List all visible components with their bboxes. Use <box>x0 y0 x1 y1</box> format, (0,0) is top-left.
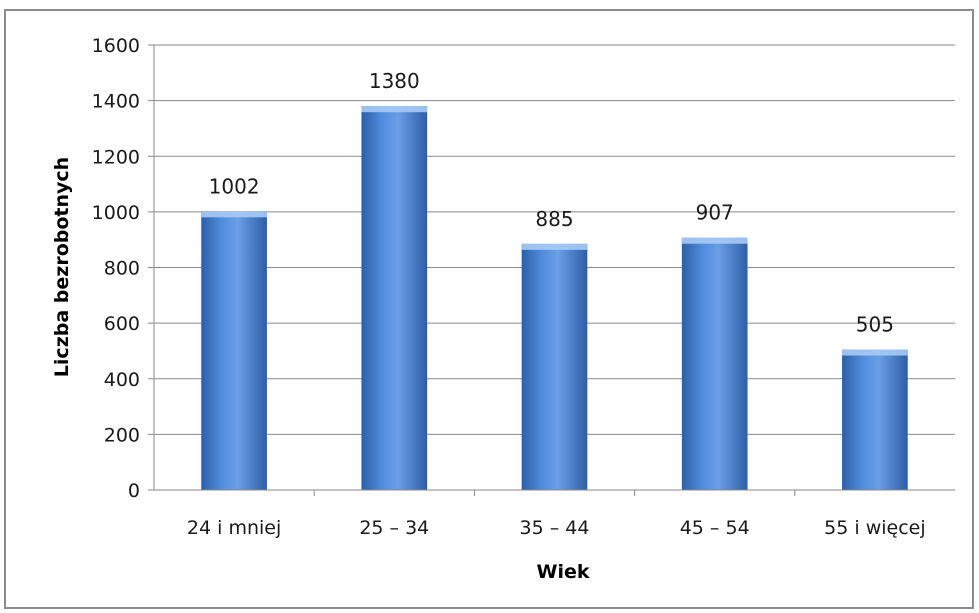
gridlines <box>154 44 955 435</box>
x-tick-label: 25 – 34 <box>359 517 429 539</box>
bar <box>201 211 267 490</box>
y-tick-label: 1400 <box>92 91 140 113</box>
bar <box>681 237 748 490</box>
y-tick-label: 1000 <box>92 202 140 224</box>
bar-top-highlight <box>361 106 428 113</box>
data-label: 907 <box>696 201 734 225</box>
bar <box>521 243 588 490</box>
y-tick-label: 0 <box>128 480 140 502</box>
y-tick-label: 800 <box>104 258 140 280</box>
x-axis-title: Wiek <box>537 561 590 583</box>
bar-top-highlight <box>201 211 267 218</box>
y-tick-label: 1600 <box>92 35 140 57</box>
bar <box>361 106 428 490</box>
data-labels: 1002 1380 885 907 505 <box>209 69 894 336</box>
y-tick-label: 400 <box>104 369 140 391</box>
x-tick-label: 55 i więcej <box>824 517 925 539</box>
y-axis-title: Liczba bezrobotnych <box>51 157 73 377</box>
data-label: 885 <box>535 207 573 231</box>
x-tick-label: 45 – 54 <box>680 517 750 539</box>
data-label: 505 <box>856 313 894 337</box>
x-tick-label: 35 – 44 <box>520 517 590 539</box>
y-tick-label: 200 <box>104 424 140 446</box>
bar <box>842 349 908 490</box>
bars <box>201 106 908 490</box>
x-axis-ticks: 24 i mniej 25 – 34 35 – 44 45 – 54 55 i więc… <box>187 490 926 539</box>
data-label: 1380 <box>369 69 420 93</box>
y-tick-label: 1200 <box>92 146 140 168</box>
bar-top-highlight <box>842 349 908 356</box>
x-tick-label: 24 i mniej <box>187 517 281 539</box>
y-axis-ticks: 0 200 400 600 800 1000 1200 1400 1600 <box>92 35 154 502</box>
bar-top-highlight <box>521 243 588 250</box>
bar-top-highlight <box>681 237 748 244</box>
chart-border <box>4 9 974 609</box>
y-tick-label: 600 <box>104 313 140 335</box>
data-label: 1002 <box>209 174 260 198</box>
